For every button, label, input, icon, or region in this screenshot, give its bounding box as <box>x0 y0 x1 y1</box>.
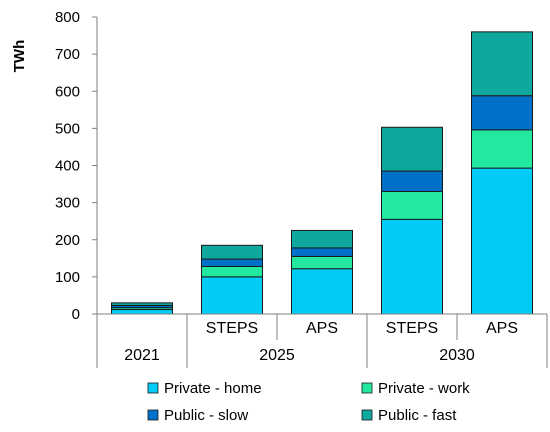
group-label: 2021 <box>124 347 160 364</box>
legend-swatch <box>147 409 159 421</box>
category-label: APS <box>486 320 518 337</box>
y-tick-label: 200 <box>55 232 80 249</box>
y-axis-label: TWh <box>11 40 28 72</box>
category-label: STEPS <box>386 320 438 337</box>
bar-segment <box>291 247 353 257</box>
legend-label: Private - home <box>164 380 262 397</box>
bar-segment <box>201 258 263 267</box>
bar-segment <box>471 95 533 131</box>
y-tick-label: 400 <box>55 158 80 175</box>
group-label: 2030 <box>439 347 475 364</box>
group-label: 2025 <box>259 347 295 364</box>
legend-swatch <box>361 409 373 421</box>
y-tick-label: 800 <box>55 9 80 26</box>
bar-segment <box>291 255 353 270</box>
bar-segment <box>201 265 263 278</box>
y-tick-label: 600 <box>55 83 80 100</box>
bar-segment <box>201 244 263 260</box>
y-tick-label: 0 <box>72 306 80 323</box>
bar-segment <box>381 170 443 192</box>
bars <box>111 31 533 315</box>
legend-label: Private - work <box>378 380 470 397</box>
bar-segment <box>291 229 353 249</box>
y-tick-label: 100 <box>55 269 80 286</box>
bar-segment <box>291 268 353 315</box>
legend-swatch <box>147 382 159 394</box>
y-tick-labels: 0 100 200 300 400 500 600 700 800 <box>55 9 80 323</box>
y-tick-label: 300 <box>55 195 80 212</box>
bar-segment <box>381 126 443 172</box>
legend-swatch <box>361 382 373 394</box>
y-tick-label: 500 <box>55 120 80 137</box>
category-label: APS <box>306 320 338 337</box>
bar-segment <box>381 190 443 220</box>
bar-segment <box>381 218 443 315</box>
legend-label: Public - fast <box>378 407 457 424</box>
bar-segment <box>111 309 173 315</box>
category-labels: STEPS APS STEPS APS 2021 2025 2030 <box>124 320 518 364</box>
bar-segment <box>471 31 533 97</box>
bar-segment <box>471 167 533 315</box>
bar-segment <box>201 276 263 315</box>
bar-segment <box>111 302 173 306</box>
category-label: STEPS <box>206 320 258 337</box>
y-tick-label: 700 <box>55 46 80 63</box>
axes <box>92 16 548 368</box>
bar-segment <box>471 129 533 169</box>
legend-label: Public - slow <box>164 407 248 424</box>
legend: Private - home Private - work Public - slo… <box>147 380 470 424</box>
